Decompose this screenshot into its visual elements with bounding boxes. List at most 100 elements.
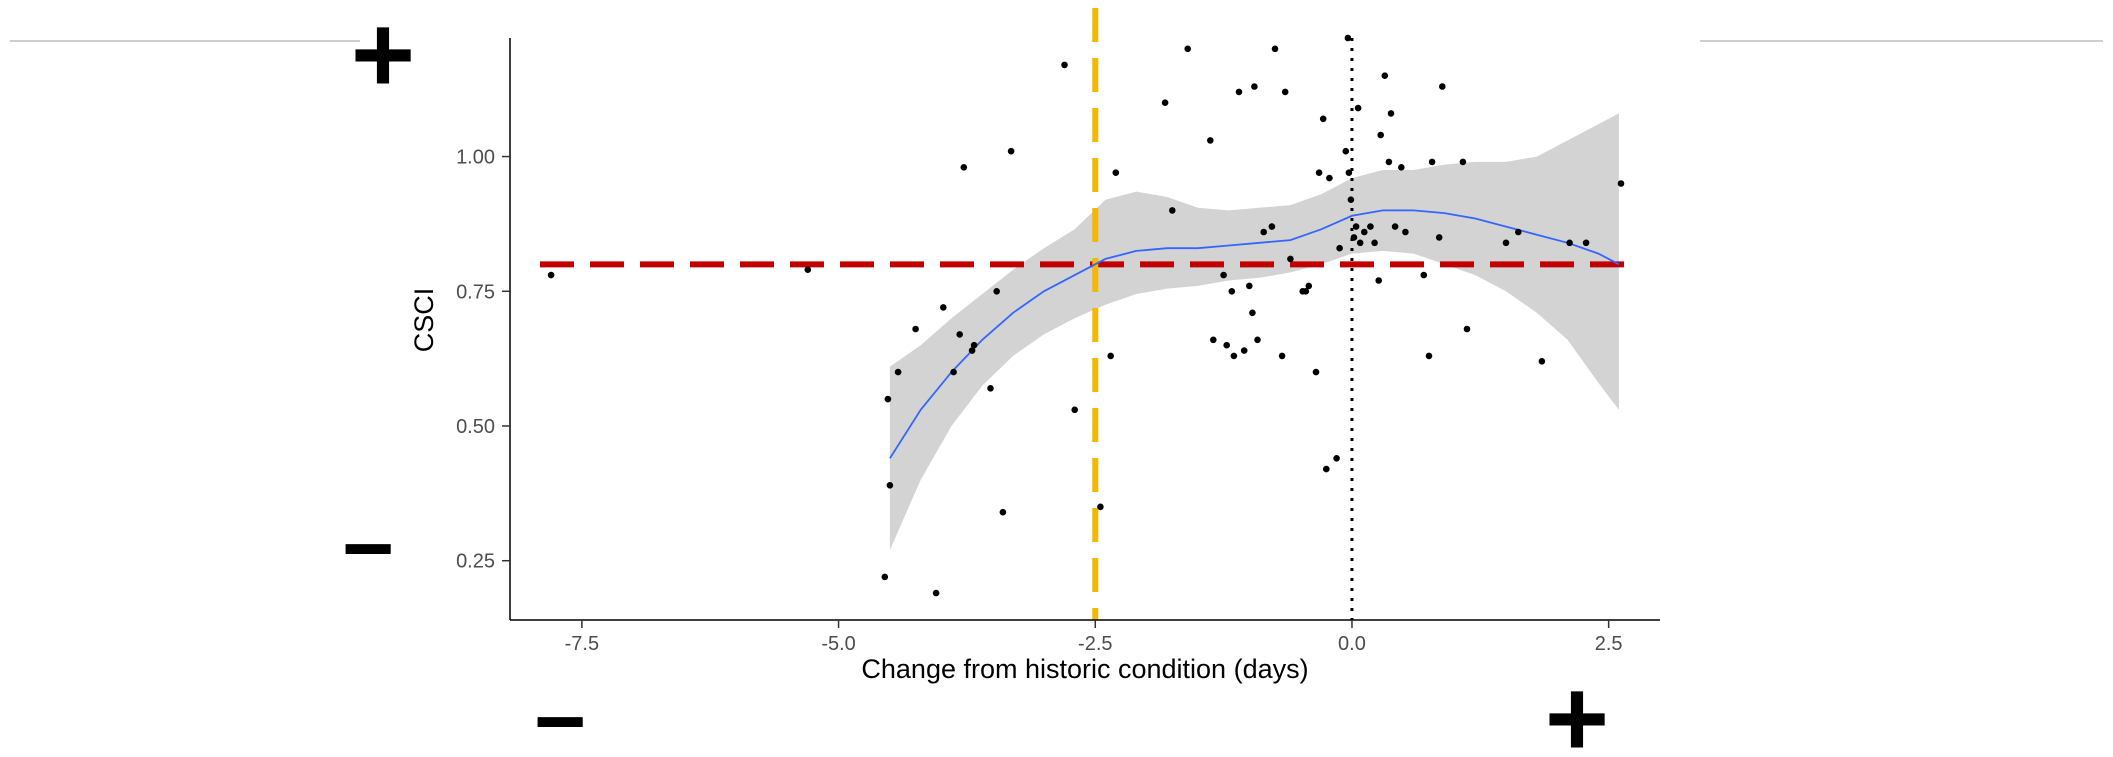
data-point [1278,352,1286,360]
smooth-line [889,209,1620,459]
data-point [1315,169,1323,176]
data-point [1305,282,1313,290]
data-point [1354,104,1362,112]
data-point [884,395,892,403]
data-point [960,164,968,171]
y-tick-label: 0.75 [456,281,495,303]
x-tick-label: -5.0 [821,633,855,655]
data-point [1336,244,1343,252]
x-axis-title: Change from historic condition (days) [861,654,1308,684]
data-point [1254,336,1261,344]
data-point [1375,277,1382,284]
data-point [1249,309,1256,317]
data-point [1161,99,1169,106]
data-point [1112,169,1120,176]
data-point [1228,288,1236,295]
data-point [1260,228,1267,236]
data-point [1061,61,1068,69]
data-point [1220,271,1227,279]
data-point [993,288,1000,295]
data-point [1439,83,1446,90]
confidence-band-layer [889,113,1619,550]
y-tick-label: 1.00 [456,147,495,169]
scatter-points-layer [547,34,1625,597]
data-point [1538,358,1546,365]
data-point [804,266,812,274]
data-point [1342,147,1350,155]
confidence-band [889,113,1619,550]
data-point [940,304,947,311]
data-point [1223,341,1230,349]
data-point [970,341,978,349]
data-point [1235,88,1243,96]
data-point [1345,169,1353,176]
data-point [1319,115,1327,123]
data-point [1387,110,1395,117]
data-point [1281,88,1289,96]
data-point [1184,45,1191,53]
data-point [1246,282,1253,290]
y-tick-label: 0.50 [456,416,495,438]
data-point [1402,228,1409,236]
data-point [956,331,963,338]
data-point [886,482,894,489]
data-point [1097,503,1104,511]
data-point [1333,455,1340,462]
data-point [1361,228,1368,236]
data-point [932,589,940,597]
data-point [1381,72,1389,79]
x-tick-label: -7.5 [565,633,599,655]
data-point [1356,239,1364,247]
x-tick-label: 0.0 [1338,633,1366,655]
data-point [1268,223,1276,230]
data-point [1240,347,1248,354]
data-point [1428,158,1436,166]
data-point [950,368,957,376]
data-point [1420,271,1428,279]
data-point [1371,239,1378,247]
data-point [999,508,1007,516]
data-point [1515,228,1522,236]
data-point [968,347,976,354]
x-ticks: -7.5 -5.0 -2.5 0.0 2.5 [565,620,1623,655]
reference-lines-layer [540,8,1635,620]
data-point [1582,239,1590,247]
x-tick-label: 2.5 [1595,633,1623,655]
data-point [1207,137,1214,144]
data-point [1271,45,1279,53]
data-point [1463,325,1471,333]
data-point [1287,255,1294,263]
x-plus-annotation: + [1545,657,1609,757]
data-point [1459,158,1467,166]
data-point [1312,368,1320,376]
data-point [894,368,902,376]
smooth-line-layer [889,209,1620,459]
x-minus-annotation: − [534,672,587,757]
data-point [1169,207,1176,214]
data-point [1617,180,1625,187]
data-point [1071,406,1078,414]
data-point [1107,352,1114,360]
data-point [1326,174,1333,182]
data-point [1302,288,1310,295]
data-point [547,271,555,279]
data-point [1352,223,1360,230]
data-point [1350,234,1358,241]
data-point [1251,83,1258,90]
data-point [1425,352,1433,360]
x-tick-label: -2.5 [1078,633,1112,655]
data-point [1230,352,1238,360]
data-point [1377,131,1384,139]
y-minus-annotation: − [342,499,395,599]
data-point [1323,465,1330,473]
data-point [1385,158,1393,166]
data-point [1398,164,1405,171]
data-point [1566,239,1573,247]
data-point [1347,196,1355,203]
y-tick-label: 0.25 [456,551,495,573]
y-ticks: 0.25 0.50 0.75 1.00 [456,147,510,573]
data-point [1367,223,1374,230]
data-point [1391,223,1399,230]
y-plus-annotation: + [351,0,415,116]
